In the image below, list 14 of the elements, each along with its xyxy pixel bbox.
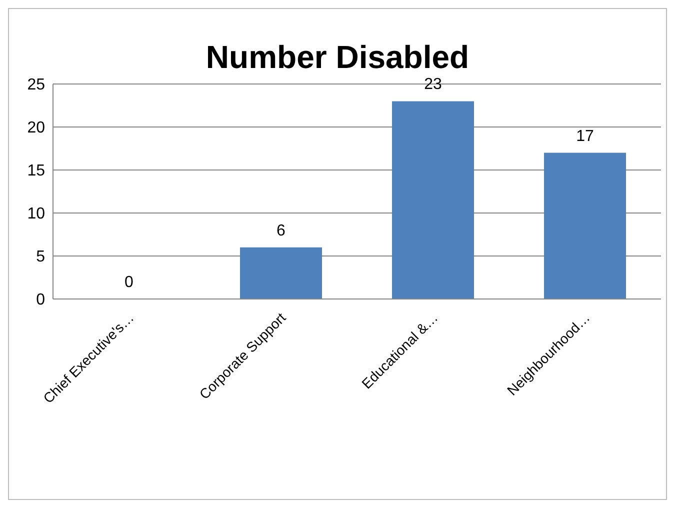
y-tick-label: 15 (27, 162, 46, 180)
y-tick-label: 0 (36, 292, 46, 309)
chart-title: Number Disabled (204, 39, 470, 76)
y-tick-label: 20 (27, 120, 46, 137)
data-label: 6 (276, 222, 286, 240)
data-label: 17 (576, 128, 594, 145)
bar (240, 247, 322, 299)
bar (544, 152, 626, 299)
y-tick-label: 25 (27, 76, 46, 94)
data-label: 0 (124, 274, 134, 291)
y-tick-label: 10 (27, 206, 46, 223)
bar (392, 101, 474, 299)
y-tick-label: 5 (36, 248, 46, 266)
data-label: 23 (424, 76, 442, 94)
